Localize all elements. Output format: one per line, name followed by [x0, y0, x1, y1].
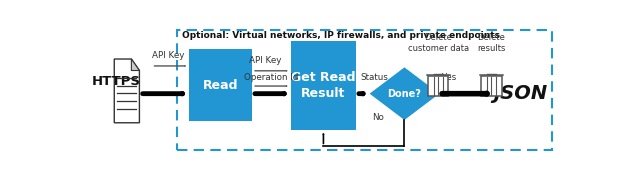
Text: API Key: API Key — [152, 51, 184, 60]
Text: JSON: JSON — [494, 84, 548, 103]
Text: Status: Status — [361, 73, 388, 82]
Text: Done?: Done? — [388, 89, 421, 99]
Text: Read: Read — [203, 79, 238, 92]
Text: Delete
customer data: Delete customer data — [407, 33, 469, 53]
Polygon shape — [132, 59, 139, 71]
Text: API Key: API Key — [249, 56, 281, 65]
FancyBboxPatch shape — [481, 76, 502, 96]
Text: Optional: Virtual networks, IP firewalls, and private endpoints: Optional: Virtual networks, IP firewalls… — [182, 31, 500, 40]
Text: Delete
results: Delete results — [477, 33, 505, 53]
Text: Operation Id: Operation Id — [245, 73, 299, 82]
FancyBboxPatch shape — [291, 41, 356, 130]
Polygon shape — [114, 59, 139, 123]
Text: No: No — [372, 113, 384, 122]
FancyBboxPatch shape — [189, 49, 252, 121]
FancyBboxPatch shape — [428, 76, 449, 96]
Text: Yes: Yes — [442, 73, 456, 82]
Text: HTTPS: HTTPS — [92, 75, 140, 88]
Text: Get Read
Result: Get Read Result — [291, 71, 356, 100]
Polygon shape — [369, 67, 439, 120]
